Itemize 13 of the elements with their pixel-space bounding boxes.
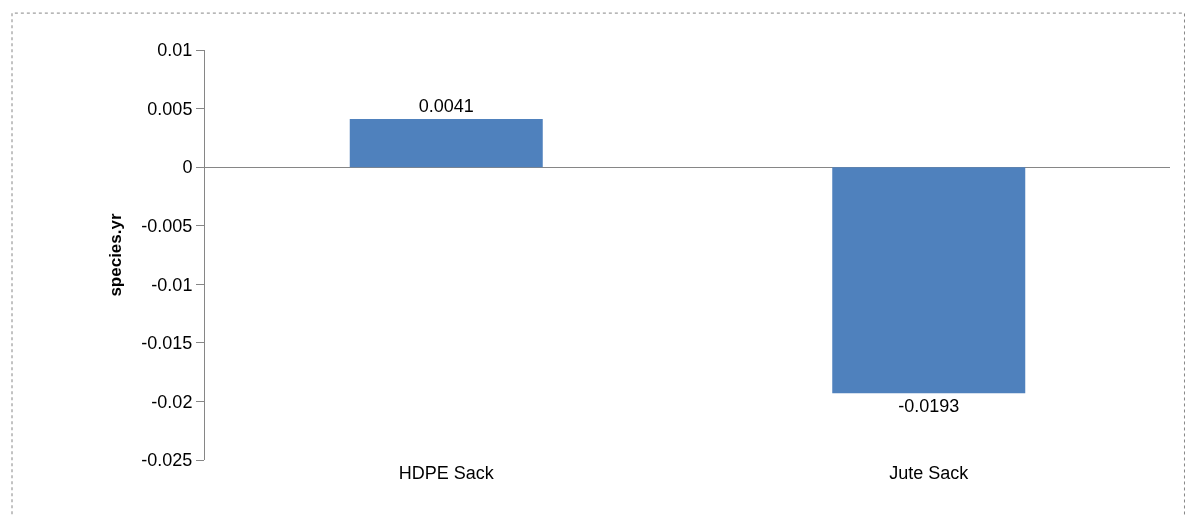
y-tick-label: 0: [182, 157, 193, 178]
data-label: 0.0041: [418, 96, 474, 117]
y-tick-label: -0.005: [141, 216, 193, 237]
y-tick-label: -0.025: [141, 450, 193, 471]
y-tick-label: -0.02: [151, 391, 193, 412]
y-axis-title: species.yr: [105, 213, 125, 297]
x-tick-label: Jute Sack: [889, 463, 970, 483]
y-tick-label: -0.01: [151, 274, 193, 295]
y-tick-label: 0.005: [147, 98, 193, 119]
data-label: -0.0193: [898, 396, 960, 417]
y-tick-label: 0.01: [157, 40, 193, 61]
x-tick-label: HDPE Sack: [398, 463, 495, 483]
y-tick-label: -0.015: [141, 333, 193, 354]
